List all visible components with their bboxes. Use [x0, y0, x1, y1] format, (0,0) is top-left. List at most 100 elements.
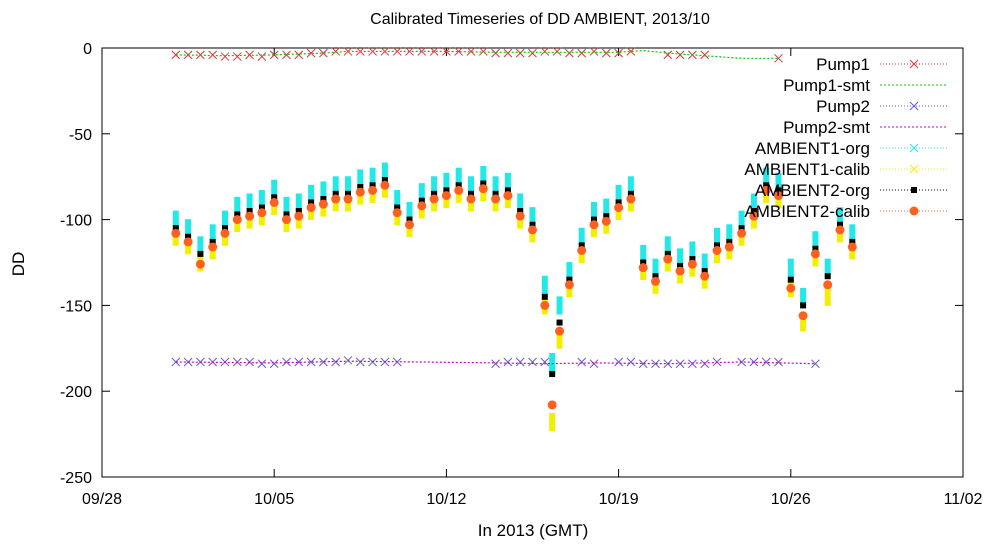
data-point-pump2 — [331, 357, 341, 367]
data-point-ambient2-calib — [392, 208, 402, 218]
data-point-pump2 — [577, 357, 587, 367]
data-point-ambient2-calib — [503, 191, 513, 201]
legend-swatch-marker — [909, 164, 919, 174]
data-point-ambient2-calib — [847, 242, 857, 252]
data-point-ambient2-org — [701, 268, 708, 275]
data-point-ambient2-calib — [368, 185, 378, 195]
data-point-ambient1-org — [578, 227, 585, 246]
data-point-pump2 — [651, 359, 660, 369]
data-point-pump1 — [232, 52, 242, 61]
x-tick-label: 10/05 — [254, 491, 294, 508]
data-point-ambient1-org — [320, 181, 327, 200]
data-point-pump2 — [245, 357, 254, 367]
data-point-ambient2-org — [246, 208, 253, 215]
data-point-pump2 — [688, 359, 697, 369]
data-point-ambient2-calib — [749, 211, 759, 221]
data-point-ambient1-org — [652, 258, 659, 277]
data-point-ambient2-org — [332, 190, 339, 197]
data-point-ambient1-org — [541, 275, 548, 294]
data-point-ambient1-org — [775, 172, 782, 191]
data-point-ambient1-org — [246, 193, 253, 212]
data-point-ambient2-calib — [454, 185, 464, 195]
data-point-ambient2-calib — [220, 228, 230, 238]
data-point-ambient2-calib — [687, 259, 697, 269]
data-point-ambient2-org — [549, 371, 556, 378]
data-point-ambient2-calib — [195, 259, 205, 269]
legend-label: AMBIENT2-org — [755, 181, 870, 200]
data-point-ambient2-org — [345, 190, 351, 197]
data-point-ambient1-org — [234, 196, 241, 215]
data-point-ambient2-calib — [331, 194, 341, 204]
data-point-ambient2-org — [234, 211, 241, 218]
data-point-ambient2-org — [406, 216, 413, 223]
data-point-ambient2-calib — [515, 211, 525, 221]
legend-swatch-marker — [911, 187, 917, 193]
data-point-ambient1-org — [185, 219, 192, 238]
data-point-pump1 — [565, 48, 574, 58]
data-point-ambient2-org — [209, 238, 216, 245]
data-point-ambient1-org — [640, 244, 647, 263]
series-ambient2-org — [172, 177, 856, 378]
data-point-ambient1-org — [529, 207, 536, 226]
data-point-ambient2-org — [566, 276, 573, 283]
x-tick-label: 10/26 — [771, 491, 811, 508]
y-tick-label: -250 — [60, 470, 92, 487]
data-point-ambient2-calib — [478, 184, 488, 194]
data-point-pump2 — [774, 357, 783, 367]
data-point-ambient1-org — [689, 241, 696, 260]
data-point-pump2 — [700, 359, 710, 369]
data-point-pump1 — [331, 47, 341, 56]
data-point-ambient1-calib — [556, 330, 563, 349]
data-point-ambient2-calib — [724, 242, 734, 252]
data-point-pump2 — [811, 359, 820, 369]
data-point-ambient2-calib — [774, 191, 783, 201]
data-point-ambient1-org — [369, 167, 376, 186]
legend-entry-pump1: Pump1 — [816, 55, 948, 74]
legend-label: AMBIENT2-calib — [744, 202, 870, 221]
data-point-ambient1-org — [812, 231, 819, 250]
data-point-pump1 — [208, 50, 218, 60]
series-ambient2-calib — [171, 180, 857, 410]
data-point-ambient2-calib — [232, 215, 242, 225]
data-point-ambient1-calib — [800, 313, 807, 332]
data-point-pump1 — [478, 47, 488, 56]
data-point-ambient1-org — [455, 167, 462, 186]
series-line-pump2-smt — [175, 360, 816, 365]
data-point-ambient1-org — [603, 198, 610, 217]
axis-ticks: 09/28 10/05 10/12 10/19 10/26 11/02 0 -50 -100 -1… — [60, 41, 983, 508]
legend-label: AMBIENT1-org — [755, 139, 870, 158]
data-point-pump1 — [774, 53, 783, 63]
data-point-pump1 — [626, 47, 636, 56]
data-point-ambient1-org — [566, 262, 573, 281]
data-point-ambient2-calib — [651, 276, 660, 286]
data-point-pump1 — [454, 47, 464, 56]
series-pump1 — [171, 47, 783, 63]
data-point-ambient2-org — [787, 276, 794, 283]
data-point-ambient2-org — [689, 256, 696, 263]
data-point-ambient2-org — [308, 199, 315, 206]
series-pump1-smt — [175, 49, 779, 59]
data-point-ambient2-org — [381, 177, 388, 184]
data-point-ambient2-org — [627, 190, 634, 197]
data-point-ambient2-calib — [712, 245, 722, 255]
data-point-ambient2-org — [750, 208, 757, 215]
data-point-ambient1-org — [677, 248, 684, 267]
data-point-pump2 — [528, 357, 537, 367]
data-point-pump1 — [417, 47, 427, 56]
data-point-ambient2-org — [812, 245, 819, 252]
data-point-ambient2-org — [578, 242, 585, 249]
data-point-ambient2-calib — [208, 242, 218, 252]
series-pump2 — [171, 355, 820, 369]
data-point-ambient2-org — [258, 204, 265, 211]
data-point-ambient2-org — [394, 204, 401, 211]
data-point-ambient2-calib — [491, 194, 501, 204]
legend-entry-pump1-smt: Pump1-smt — [783, 76, 948, 95]
data-point-ambient1-org — [738, 210, 745, 229]
x-axis-label: In 2013 (GMT) — [478, 521, 589, 540]
data-point-pump2 — [343, 355, 353, 365]
data-point-ambient1-org — [222, 210, 228, 229]
data-point-ambient1-org — [480, 165, 487, 184]
data-point-pump1 — [614, 48, 623, 58]
data-point-pump2 — [540, 357, 550, 367]
data-point-pump2 — [503, 357, 513, 367]
